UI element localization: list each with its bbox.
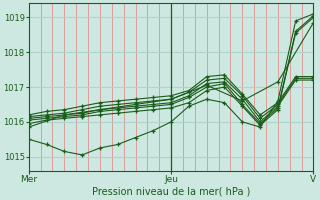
X-axis label: Pression niveau de la mer( hPa ): Pression niveau de la mer( hPa ) [92,187,250,197]
